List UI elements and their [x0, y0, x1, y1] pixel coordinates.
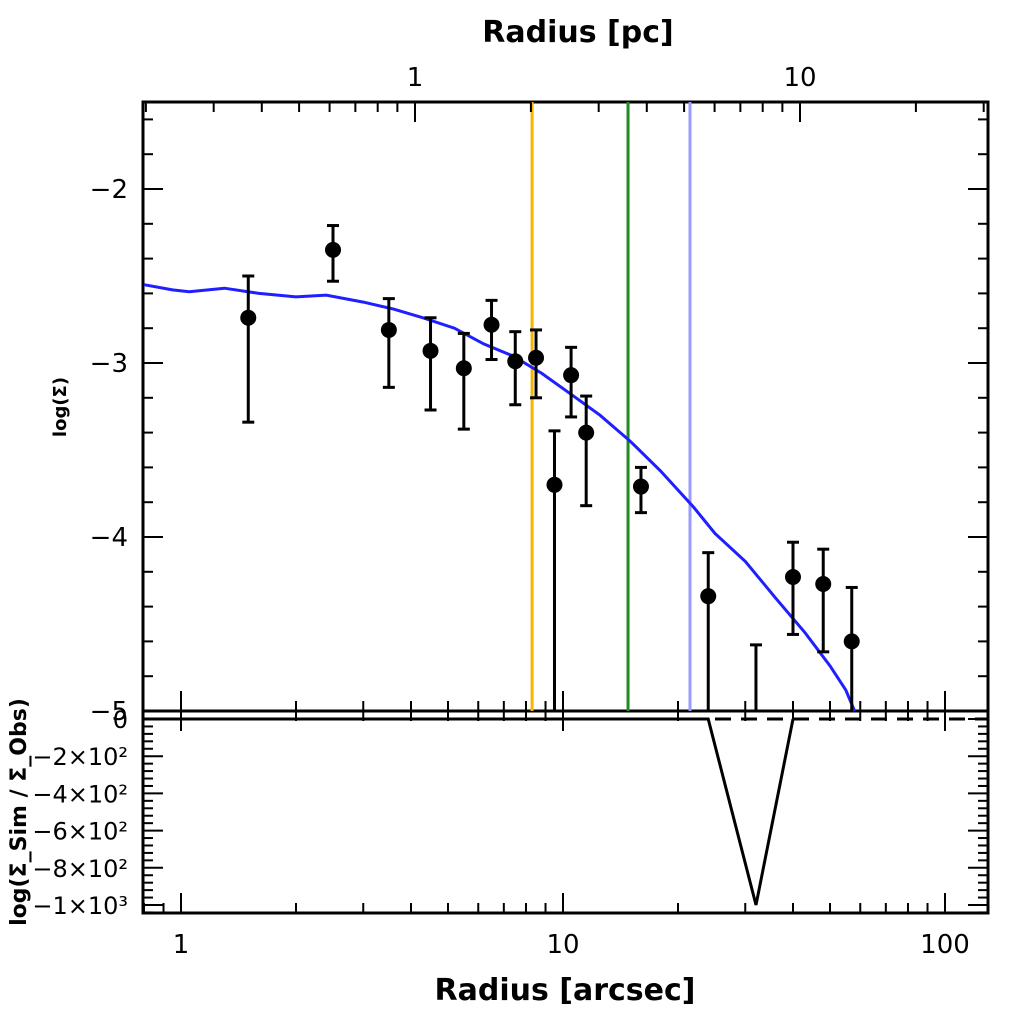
residual-y-tick-label-1: 0 [113, 706, 128, 734]
residual-y-tick-label-5: −8×10² [32, 855, 128, 883]
residual-group [143, 717, 988, 906]
reference-vertical-lines [530, 102, 692, 711]
residual-y-tick-label-6: −1×10³ [32, 892, 128, 920]
data-point-9 [546, 429, 563, 711]
data-point-1 [240, 274, 257, 424]
data-point-12 [632, 465, 649, 515]
data-point-13 [700, 551, 717, 711]
data-marker [240, 309, 257, 326]
top-tick-label-2: 10 [783, 63, 816, 93]
y-axis-ticks: −2 −3 −4 −5 [90, 118, 988, 727]
y-tick-label-4: −5 [90, 697, 128, 727]
data-point-3 [380, 297, 397, 389]
data-marker [632, 478, 649, 495]
data-points [240, 224, 860, 711]
y-tick-label-2: −3 [90, 349, 128, 379]
data-point-5 [455, 331, 472, 431]
data-marker [528, 349, 545, 366]
x-axis-ticks: 1 10 100 [142, 691, 970, 960]
x-axis-label: Radius [arcsec] [435, 973, 696, 1008]
data-marker [325, 241, 342, 258]
residual-y-tick-label-4: −6×10² [32, 818, 128, 846]
data-point-15 [784, 540, 801, 636]
data-point-2 [325, 224, 342, 283]
model-curve [143, 283, 856, 712]
residual-y-tick-label-3: −4×10² [32, 780, 128, 808]
top-axis-label: Radius [pc] [482, 15, 673, 50]
y-tick-label-3: −4 [90, 523, 128, 553]
data-marker [483, 316, 500, 333]
residual-panel-frame [141, 709, 990, 915]
x-tick-label-3: 100 [920, 930, 970, 960]
y-tick-label-1: −2 [90, 175, 128, 205]
data-marker [422, 342, 439, 359]
data-point-6 [483, 298, 500, 362]
data-point-8 [528, 328, 545, 400]
data-marker [578, 424, 595, 441]
data-point-17 [843, 585, 860, 711]
data-marker [507, 353, 524, 370]
data-point-16 [815, 547, 832, 654]
data-point-10 [563, 345, 580, 419]
x-tick-label-1: 1 [173, 930, 190, 960]
data-marker [815, 575, 832, 592]
data-marker [563, 367, 580, 384]
data-marker [546, 476, 563, 493]
data-marker [784, 569, 801, 586]
residual-y-axis-label: log(Σ_Sim / Σ_Obs) [7, 698, 32, 926]
y-axis-label: log(Σ) [50, 377, 71, 437]
data-point-4 [422, 316, 439, 412]
data-marker [455, 360, 472, 377]
data-marker [380, 321, 397, 338]
residual-y-ticks: 0 −2×10² −4×10² −6×10² −8×10² −1×10³ [32, 706, 988, 920]
data-point-14 [749, 643, 762, 711]
top-axis-ticks: 1 10 [144, 63, 985, 122]
main-panel-frame [141, 100, 990, 713]
residual-y-tick-label-2: −2×10² [32, 743, 128, 771]
x-tick-label-2: 10 [546, 930, 579, 960]
top-tick-label-1: 1 [407, 63, 424, 93]
data-point-7 [507, 330, 524, 407]
residual-line [143, 717, 795, 906]
data-marker [843, 633, 860, 650]
model-curve-group [143, 283, 856, 712]
data-point-11 [578, 394, 595, 508]
data-marker [700, 588, 717, 605]
